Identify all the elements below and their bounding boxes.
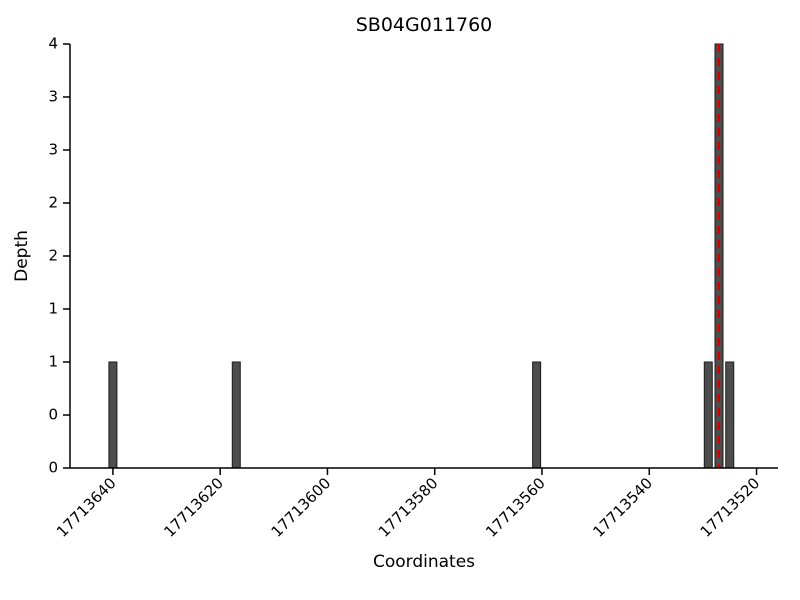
y-tick-label: 1 [48, 300, 58, 318]
x-tick-label: 17713640 [53, 474, 120, 541]
bar [725, 361, 735, 469]
y-tick-label: 0 [48, 406, 58, 424]
x-tick-label: 17713560 [482, 474, 549, 541]
x-axis-label: Coordinates [372, 552, 476, 572]
y-tick-label: 0 [48, 459, 58, 477]
y-tick-label: 4 [48, 35, 58, 53]
chart-title: SB04G011760 [355, 14, 493, 36]
y-tick-label: 2 [48, 247, 58, 265]
x-tick-label: 17713520 [697, 474, 764, 541]
x-tick-label: 17713600 [268, 474, 335, 541]
y-tick-label: 1 [48, 353, 58, 371]
x-tick-label: 17713540 [589, 474, 656, 541]
y-tick-label: 3 [48, 88, 58, 106]
bar [703, 361, 713, 469]
bar [231, 361, 241, 469]
x-tick-label: 17713620 [160, 474, 227, 541]
y-tick-label: 3 [48, 141, 58, 159]
bar [532, 361, 542, 469]
bar [108, 361, 118, 469]
x-tick-label: 17713580 [375, 474, 442, 541]
y-tick-label: 2 [48, 194, 58, 212]
